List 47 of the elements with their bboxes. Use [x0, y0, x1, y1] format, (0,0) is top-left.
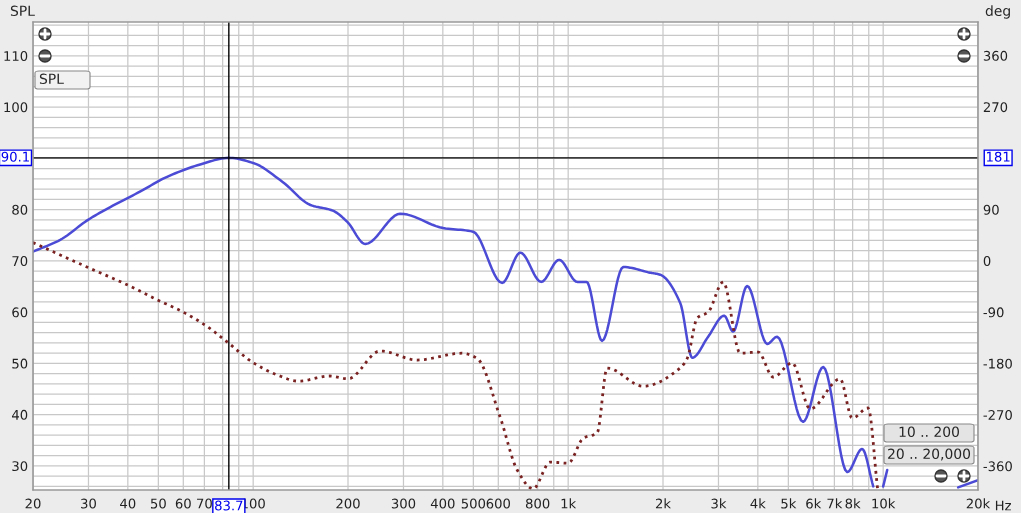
x-tick-label: 500: [461, 498, 486, 509]
x-tick-label: 2k: [655, 498, 671, 509]
annotation: 10 .. 200: [899, 426, 959, 438]
x-tick-label: 8k: [845, 498, 861, 509]
x-tick-label: 5k: [781, 498, 797, 509]
x-tick-label: 50: [150, 498, 166, 509]
y2-tick-label: -180: [983, 358, 1012, 369]
x-tick-label: 1k: [561, 498, 577, 509]
y2-tick-label: 360: [983, 50, 1008, 61]
x-tick-label: 70: [197, 498, 212, 509]
x-axis-title: Hz: [995, 500, 1011, 511]
y-tick-label: 30: [12, 461, 28, 472]
y2-axis-title: deg: [985, 5, 1010, 19]
y-tick-label: 40: [11, 409, 28, 420]
x-tick-label: 400: [430, 498, 455, 509]
x-tick-label: 200: [336, 498, 360, 509]
x-tick-label: 20: [25, 498, 41, 509]
y-tick-label: 110: [4, 51, 28, 62]
ref-line-label: 90.1: [1, 151, 29, 162]
y-tick-label: 70: [12, 256, 28, 267]
y-tick-label: 80: [12, 204, 28, 215]
y-tick-label: 60: [12, 307, 28, 318]
y2-tick-label: -90: [983, 307, 1004, 318]
x-tick-label: 3k: [711, 498, 727, 509]
x-tick-label: 7k: [827, 498, 843, 509]
x-tick-label: 10k: [872, 498, 896, 509]
y-axis-title: SPL: [10, 5, 35, 17]
x-tick-label: 60: [175, 498, 191, 509]
y2-tick-label: -360: [983, 461, 1012, 472]
x-tick-label: 20k: [966, 498, 991, 509]
y2-tick-label: 270: [983, 102, 1008, 113]
x-tick-label: 40: [120, 498, 136, 509]
x-tick-label: 6k: [806, 498, 822, 509]
x-tick-label: 300: [391, 498, 416, 509]
y2-tick-label: -270: [983, 409, 1012, 420]
y-tick-label: 100: [4, 102, 28, 113]
y2-tick-label: 90: [983, 204, 999, 215]
text: 181: [987, 151, 1010, 162]
ref-line-label: 83.7: [215, 500, 243, 511]
x-tick-label: 800: [525, 498, 550, 509]
annotation: 20 .. 20,000: [888, 448, 971, 461]
y-tick-label: 50: [12, 358, 28, 369]
annotation: SPL: [39, 73, 64, 85]
x-tick-label: 4k: [750, 498, 766, 509]
x-tick-label: 30: [81, 498, 96, 509]
y2-tick-label: 0: [983, 256, 991, 267]
x-tick-label: 600: [486, 498, 511, 509]
